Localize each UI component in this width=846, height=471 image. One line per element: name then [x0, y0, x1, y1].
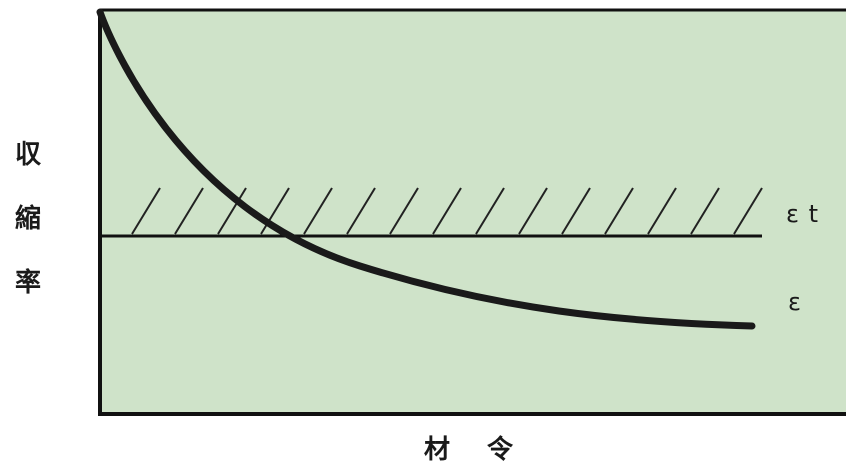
hatch-mark — [432, 187, 462, 235]
threshold-label: ε t — [786, 200, 820, 228]
y-axis-label-char-3: 率 — [14, 268, 41, 298]
hatch-mark — [518, 187, 548, 235]
hatch-mark — [303, 187, 333, 235]
hatch-mark — [260, 187, 290, 235]
hatch-mark — [604, 187, 634, 235]
shrinkage-curve — [96, 8, 756, 330]
x-axis-label-char-2: 令 — [487, 435, 514, 465]
hatch-mark — [131, 187, 161, 235]
y-axis-label-char-1: 収 — [14, 140, 41, 170]
hatch-mark — [174, 187, 204, 235]
x-axis-label-char-1: 材 — [424, 435, 451, 465]
hatch-mark — [690, 187, 720, 235]
hatch-mark — [733, 187, 763, 235]
hatch-mark — [475, 187, 505, 235]
curve-label: ε — [788, 288, 802, 316]
y-axis-label-char-2: 縮 — [14, 204, 41, 234]
hatch-mark — [561, 187, 591, 235]
hatch-mark — [389, 187, 419, 235]
axes-frame — [98, 10, 846, 416]
hatch-mark — [346, 187, 376, 235]
plot-area — [100, 10, 846, 414]
hatch-mark — [647, 187, 677, 235]
hatch-mark — [217, 187, 247, 235]
threshold-hatching — [131, 187, 763, 235]
